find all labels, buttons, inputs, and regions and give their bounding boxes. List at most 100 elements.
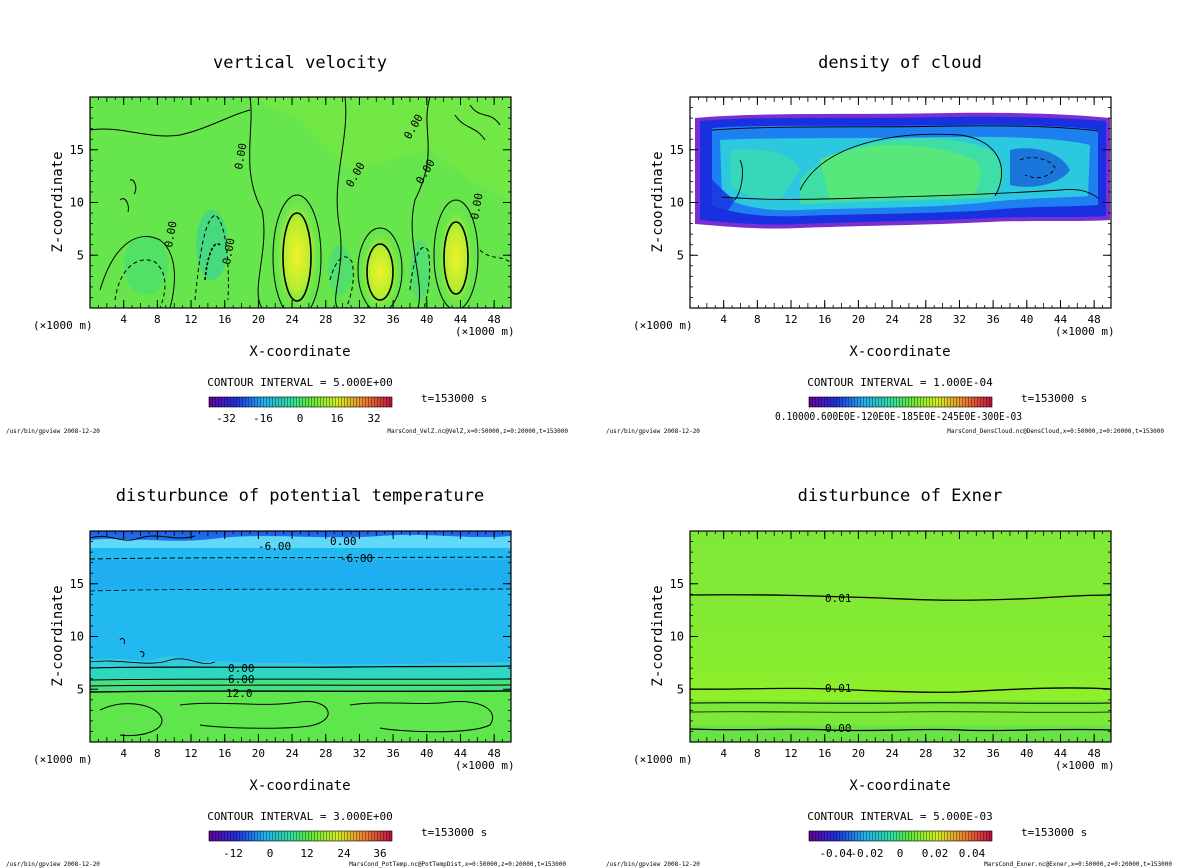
contour-label: 0.00: [232, 142, 249, 170]
x-tick-label: 16: [818, 313, 831, 326]
x-tick-label: 20: [252, 313, 265, 326]
x-axis-label: X-coordinate: [249, 778, 350, 794]
x-tick-group: 4 8 12 16 20 24 28 32 36 40 44 48: [98, 97, 503, 326]
y-tick-label: 10: [70, 196, 84, 210]
x-axis-label: X-coordinate: [249, 344, 350, 360]
footer-right: MarsCond_DensCloud.nc@DensCloud,x=0:5000…: [947, 428, 1164, 435]
x-tick-label: 12: [184, 313, 197, 326]
x-tick-label: 12: [784, 747, 797, 760]
y-tick-label: 10: [670, 630, 684, 644]
chart-title: disturbunce of potential temperature: [116, 486, 484, 506]
chart-title: density of cloud: [818, 53, 982, 73]
x-tick-label: 4: [120, 747, 127, 760]
colorbar-frame: [808, 396, 993, 408]
x-tick-label: 16: [818, 747, 831, 760]
x-tick-label: 44: [454, 313, 468, 326]
colorbar-tick: 32: [367, 412, 380, 425]
x-tick-label: 8: [754, 747, 761, 760]
colorbar-tick: -16: [253, 412, 273, 425]
x-tick-label: 44: [454, 747, 468, 760]
x-tick-label: 36: [986, 313, 999, 326]
x-tick-label: 48: [488, 313, 501, 326]
x-tick-label: 28: [919, 313, 932, 326]
y-tick-label: 15: [70, 143, 84, 157]
x-tick-label: 24: [885, 747, 899, 760]
x-tick-label: 12: [784, 313, 797, 326]
contour-label: -6.00: [258, 540, 291, 553]
heatmap-field: -6.00 0.00 -6.00 0.00 6.00 12.0: [90, 531, 511, 742]
x-tick-label: 16: [218, 313, 231, 326]
contour-label: 0.01: [825, 682, 852, 695]
footer-left: /usr/bin/gpview 2008-12-20: [6, 428, 100, 435]
heatmap-field: 0.01 0.01 0.00: [690, 531, 1111, 742]
y-tick-label: 15: [670, 143, 684, 157]
colorbar-tick: 0: [297, 412, 304, 425]
colorbar-tick: 0.10000.600E0E-120E0E-185E0E-245E0E-300E…: [775, 411, 1022, 423]
x-tick-label: 36: [986, 747, 999, 760]
y-tick-group: 5 10 15: [70, 107, 511, 298]
x-tick-label: 48: [1088, 313, 1101, 326]
x-tick-label: 40: [420, 313, 433, 326]
x-tick-label: 32: [353, 313, 366, 326]
y-tick-group: 5 10 15: [670, 107, 1111, 298]
chart-title: disturbunce of Exner: [798, 486, 1003, 506]
contour-label: 0.00: [228, 662, 255, 675]
x-tick-label: 24: [885, 313, 899, 326]
panel-exner: disturbunce of Exner 0.01 0.01 0.00 4 8 12…: [606, 486, 1172, 868]
contour-label: 0.00: [220, 237, 237, 265]
colorbar-frame: [208, 830, 393, 842]
colorbar-tick: 0.04: [959, 847, 986, 860]
chart-title: vertical velocity: [213, 53, 387, 73]
x-tick-label: 32: [953, 747, 966, 760]
x-unit-left: (×1000 m): [633, 753, 693, 766]
contour-interval: CONTOUR INTERVAL = 1.000E-04: [807, 376, 993, 389]
colorbar-tick: 36: [373, 847, 386, 860]
x-tick-label: 32: [953, 313, 966, 326]
colorbar-tick: -0.04: [819, 847, 852, 860]
x-tick-label: 12: [184, 747, 197, 760]
footer-left: /usr/bin/gpview 2008-12-20: [606, 428, 700, 435]
contour-interval: CONTOUR INTERVAL = 5.000E+00: [207, 376, 392, 389]
x-unit-left: (×1000 m): [33, 753, 93, 766]
x-tick-label: 8: [754, 313, 761, 326]
colorbar-stripes: [209, 397, 392, 407]
time-label: t=153000 s: [421, 392, 487, 405]
y-tick-label: 5: [677, 682, 684, 696]
footer-left: /usr/bin/gpview 2008-12-20: [606, 861, 700, 868]
x-tick-label: 28: [319, 747, 332, 760]
footer-left: /usr/bin/gpview 2008-12-20: [6, 861, 100, 868]
y-tick-group: 5 10 15: [70, 541, 511, 732]
x-tick-label: 44: [1054, 747, 1068, 760]
contour-label: -6.00: [340, 552, 373, 565]
panel-potential-temperature: disturbunce of potential temperature: [6, 486, 566, 868]
contour-label: 12.0: [226, 687, 253, 700]
x-tick-label: 4: [720, 313, 727, 326]
x-unit-left: (×1000 m): [633, 319, 693, 332]
x-tick-label: 48: [488, 747, 501, 760]
heatmap-field: 0.00 0.00 0.00 0.00 0.00 0.00 0.00: [90, 97, 511, 308]
x-tick-label: 36: [386, 313, 399, 326]
x-unit-left: (×1000 m): [33, 319, 93, 332]
x-axis-label: X-coordinate: [849, 344, 950, 360]
x-tick-label: 16: [218, 747, 231, 760]
y-tick-label: 10: [670, 196, 684, 210]
colorbar-stripes: [809, 397, 992, 407]
colorbar-stripes: [809, 831, 992, 841]
contour-label: 6.00: [228, 673, 255, 686]
x-tick-group: 4 8 12 16 20 24 28 32 36 40 44 48: [698, 531, 1103, 760]
x-tick-label: 40: [1020, 313, 1033, 326]
x-tick-label: 20: [252, 747, 265, 760]
x-tick-label: 20: [852, 313, 865, 326]
x-tick-label: 8: [154, 313, 161, 326]
x-unit-right: (×1000 m): [1055, 759, 1115, 772]
x-tick-label: 8: [154, 747, 161, 760]
footer-right: MarsCond_Exner.nc@Exner,x=0:50000,z=0:20…: [984, 861, 1172, 868]
y-tick-group: 5 10 15: [670, 541, 1111, 732]
colorbar-tick: -12: [223, 847, 243, 860]
time-label: t=153000 s: [1021, 826, 1087, 839]
colorbar-frame: [808, 830, 993, 842]
x-tick-label: 44: [1054, 313, 1068, 326]
y-axis-label: Z-coordinate: [650, 585, 666, 686]
x-tick-label: 24: [285, 313, 299, 326]
